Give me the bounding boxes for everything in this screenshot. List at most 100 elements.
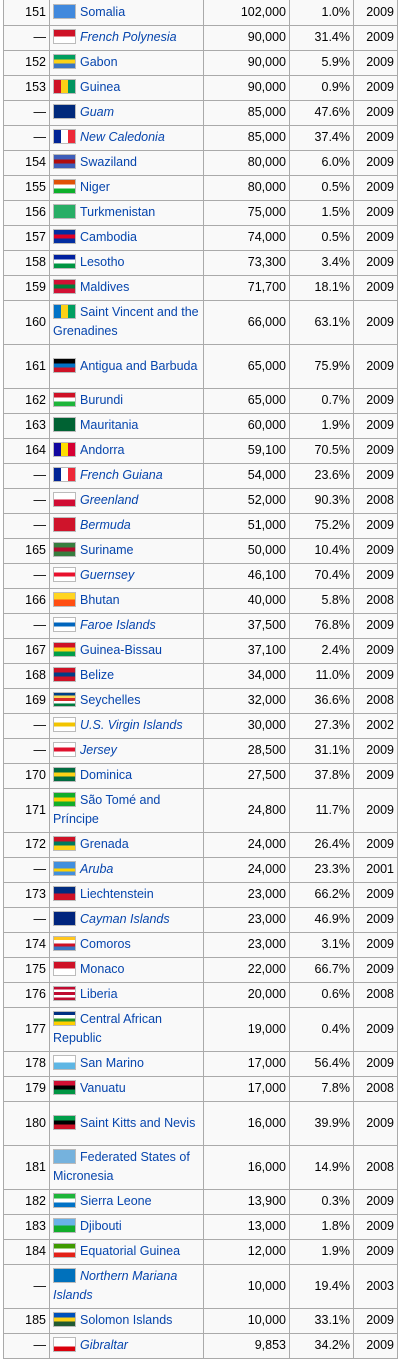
country-link[interactable]: Sierra Leone <box>80 1194 152 1208</box>
country-link[interactable]: Burundi <box>80 393 124 407</box>
country-flag-icon[interactable] <box>53 467 76 482</box>
country-link[interactable]: Bermuda <box>80 518 131 532</box>
country-flag-icon[interactable] <box>53 54 76 69</box>
country-flag-icon[interactable] <box>53 642 76 657</box>
country-link[interactable]: Monaco <box>80 962 125 976</box>
country-flag-icon[interactable] <box>53 417 76 432</box>
country-flag-icon[interactable] <box>53 29 76 44</box>
country-link[interactable]: Vanuatu <box>80 1081 126 1095</box>
country-link[interactable]: Gabon <box>80 55 118 69</box>
country-flag-icon[interactable] <box>53 204 76 219</box>
country-flag-icon[interactable] <box>53 567 76 582</box>
country-flag-icon[interactable] <box>53 861 76 876</box>
country-flag-icon[interactable] <box>53 229 76 244</box>
country-link[interactable]: Belize <box>80 668 115 682</box>
country-flag-icon[interactable] <box>53 986 76 1001</box>
country-link[interactable]: Seychelles <box>80 693 141 707</box>
country-flag-icon[interactable] <box>53 154 76 169</box>
country-flag-icon[interactable] <box>53 79 76 94</box>
country-link[interactable]: Lesotho <box>80 255 125 269</box>
country-link[interactable]: Mauritania <box>80 418 139 432</box>
country-link[interactable]: U.S. Virgin Islands <box>80 718 183 732</box>
country-link[interactable]: Equatorial Guinea <box>80 1244 181 1258</box>
country-flag-icon[interactable] <box>53 886 76 901</box>
country-link[interactable]: Somalia <box>80 4 126 19</box>
country-link[interactable]: Swaziland <box>80 155 137 169</box>
country-link[interactable]: French Guiana <box>80 468 163 482</box>
country-flag-icon[interactable] <box>53 1243 76 1258</box>
country-flag-icon[interactable] <box>53 717 76 732</box>
country-link[interactable]: Liberia <box>80 987 118 1001</box>
country-link[interactable]: Djibouti <box>80 1219 122 1233</box>
country-flag-icon[interactable] <box>53 1114 76 1130</box>
country-link[interactable]: Comoros <box>80 937 131 951</box>
country-flag-icon[interactable] <box>53 1055 76 1070</box>
country-link[interactable]: Grenada <box>80 837 129 851</box>
country-flag-icon[interactable] <box>53 279 76 294</box>
country-flag-icon[interactable] <box>53 492 76 507</box>
country-flag-icon[interactable] <box>53 617 76 632</box>
country-link[interactable]: New Caledonia <box>80 130 165 144</box>
country-link[interactable]: Cayman Islands <box>80 912 170 926</box>
country-link[interactable]: Solomon Islands <box>80 1313 173 1327</box>
table-row: 177 Central African Republic 19,000 0.4% 200… <box>3 1006 398 1052</box>
country-flag-icon[interactable] <box>53 3 76 19</box>
country-flag-icon[interactable] <box>53 1193 76 1208</box>
table-row: 152 Gabon 90,000 5.9% 2009 <box>3 49 398 76</box>
country-link[interactable]: Faroe Islands <box>80 618 156 632</box>
country-flag-icon[interactable] <box>53 911 76 926</box>
country-flag-icon[interactable] <box>53 692 76 707</box>
country-link[interactable]: Northern Mariana Islands <box>53 1269 178 1302</box>
country-flag-icon[interactable] <box>53 792 76 807</box>
country-link[interactable]: Aruba <box>80 862 114 876</box>
country-flag-icon[interactable] <box>53 517 76 532</box>
country-link[interactable]: Gibraltar <box>80 1338 128 1352</box>
country-flag-icon[interactable] <box>53 667 76 682</box>
country-flag-icon[interactable] <box>53 767 76 782</box>
country-flag-icon[interactable] <box>53 961 76 976</box>
country-link[interactable]: Niger <box>80 180 110 194</box>
country-link[interactable]: Saint Vincent and the Grenadines <box>53 305 199 338</box>
country-flag-icon[interactable] <box>53 442 76 457</box>
country-flag-icon[interactable] <box>53 1268 76 1283</box>
country-flag-icon[interactable] <box>53 392 76 407</box>
country-link[interactable]: Cambodia <box>80 230 137 244</box>
country-flag-icon[interactable] <box>53 254 76 269</box>
country-link[interactable]: Guam <box>80 105 115 119</box>
country-flag-icon[interactable] <box>53 1312 76 1327</box>
country-flag-icon[interactable] <box>53 592 76 607</box>
country-link[interactable]: São Tomé and Príncipe <box>53 793 161 826</box>
country-flag-icon[interactable] <box>53 357 76 373</box>
country-link[interactable]: Antigua and Barbuda <box>80 358 198 373</box>
country-flag-icon[interactable] <box>53 104 76 119</box>
country-link[interactable]: Maldives <box>80 280 130 294</box>
country-link[interactable]: Greenland <box>80 493 139 507</box>
country-flag-icon[interactable] <box>53 1218 76 1233</box>
country-flag-icon[interactable] <box>53 129 76 144</box>
country-link[interactable]: Bhutan <box>80 593 120 607</box>
country-flag-icon[interactable] <box>53 304 76 319</box>
country-flag-icon[interactable] <box>53 1149 76 1164</box>
country-link[interactable]: Guinea-Bissau <box>80 643 162 657</box>
country-flag-icon[interactable] <box>53 179 76 194</box>
country-link[interactable]: Andorra <box>80 443 125 457</box>
country-flag-icon[interactable] <box>53 1011 76 1026</box>
country-flag-icon[interactable] <box>53 1080 76 1095</box>
country-flag-icon[interactable] <box>53 936 76 951</box>
country-link[interactable]: Turkmenistan <box>80 205 156 219</box>
country-flag-icon[interactable] <box>53 542 76 557</box>
country-link[interactable]: San Marino <box>80 1056 144 1070</box>
country-link[interactable]: Guinea <box>80 80 121 94</box>
users-cell: 24,000 <box>203 831 290 858</box>
country-link[interactable]: Saint Kitts and Nevis <box>80 1115 196 1130</box>
country-link[interactable]: Guernsey <box>80 568 135 582</box>
country-link[interactable]: French Polynesia <box>80 30 177 44</box>
country-link[interactable]: Dominica <box>80 768 133 782</box>
country-link[interactable]: Jersey <box>80 743 117 757</box>
country-link[interactable]: Liechtenstein <box>80 887 154 901</box>
country-flag-icon[interactable] <box>53 836 76 851</box>
country-link[interactable]: Central African Republic <box>53 1012 162 1045</box>
country-link[interactable]: Suriname <box>80 543 134 557</box>
country-flag-icon[interactable] <box>53 742 76 757</box>
country-link[interactable]: Federated States of Micronesia <box>53 1150 190 1183</box>
